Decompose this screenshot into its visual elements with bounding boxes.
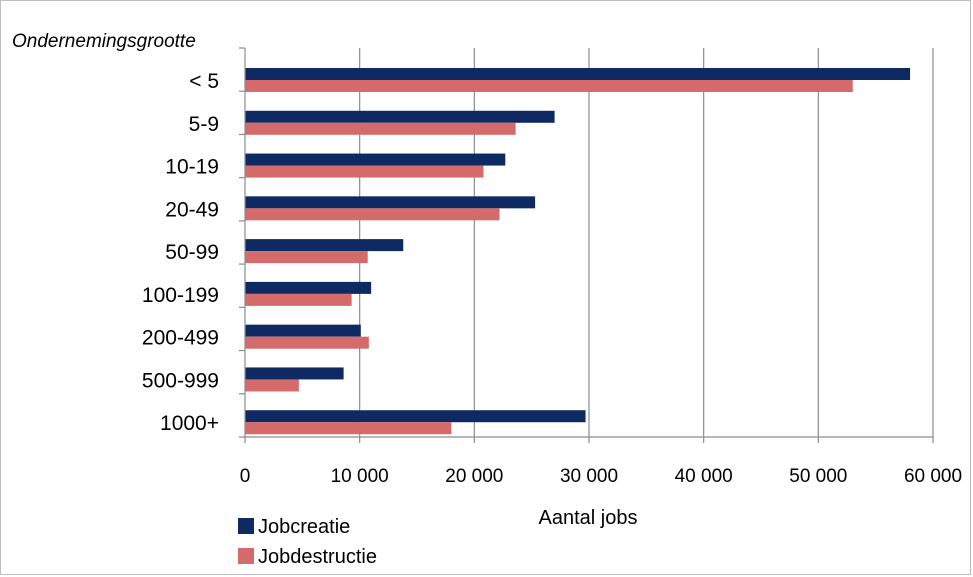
bar-jobcreatie-1 (245, 110, 555, 123)
y-tick-label-8: 1000+ (160, 412, 219, 435)
bar-jobcreatie-0 (245, 68, 911, 80)
legend-swatch-jobcreatie (238, 518, 254, 534)
axes (239, 47, 934, 443)
grid-lines (359, 48, 934, 437)
legend-swatch-jobdestructie (238, 548, 254, 564)
bar-jobdestructie-0 (245, 80, 853, 92)
y-tick-label-6: 200-499 (142, 327, 219, 350)
x-tick-label-1: 10 000 (331, 466, 389, 487)
bar-jobcreatie-2 (245, 153, 506, 166)
x-tick-label-5: 50 000 (789, 466, 847, 487)
y-tick-label-4: 50-99 (165, 241, 219, 264)
bar-jobdestructie-8 (245, 422, 452, 435)
bar-jobcreatie-4 (245, 239, 404, 252)
x-tick-label-4: 40 000 (675, 466, 733, 487)
y-axis-title: Ondernemingsgrootte (12, 31, 196, 52)
bar-jobcreatie-7 (245, 367, 344, 380)
bar-jobcreatie-8 (245, 410, 586, 423)
y-tick-label-7: 500-999 (142, 369, 219, 392)
y-tick-label-2: 10-19 (165, 156, 219, 179)
bar-jobcreatie-3 (245, 196, 536, 209)
bar-jobdestructie-2 (245, 165, 484, 178)
bar-jobdestructie-4 (245, 251, 368, 264)
bar-jobdestructie-6 (245, 336, 369, 349)
y-tick-label-5: 100-199 (142, 284, 219, 307)
x-tick-label-0: 0 (240, 466, 251, 487)
tick-labels: 0 10 000 20 000 30 000 40 000 50 000 60 000 < 5… (142, 70, 962, 487)
y-tick-label-1: 5-9 (189, 113, 219, 136)
bar-jobdestructie-7 (245, 379, 299, 392)
y-tick-label-0: < 5 (189, 70, 219, 93)
x-axis-title: Aantal jobs (539, 507, 638, 529)
legend: Jobcreatie Jobdestructie (238, 516, 377, 568)
bar-jobcreatie-5 (245, 281, 372, 294)
legend-label-jobdestructie: Jobdestructie (258, 546, 377, 568)
x-tick-label-3: 30 000 (560, 466, 618, 487)
bar-jobdestructie-1 (245, 122, 516, 135)
x-tick-label-6: 60 000 (904, 466, 962, 487)
y-tick-label-3: 20-49 (165, 198, 219, 221)
bar-jobdestructie-3 (245, 208, 500, 221)
legend-label-jobcreatie: Jobcreatie (258, 516, 350, 538)
bar-jobcreatie-6 (245, 324, 361, 337)
bar-jobdestructie-5 (245, 293, 352, 306)
x-tick-label-2: 20 000 (445, 466, 503, 487)
bars (245, 68, 911, 435)
